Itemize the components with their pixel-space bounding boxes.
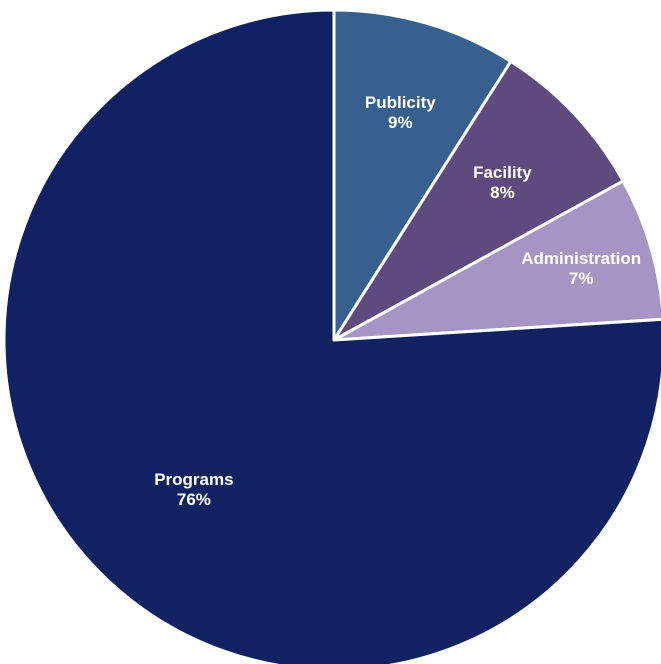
slice-label-facility: Facility 8% [473,163,532,202]
slice-facility [332,59,625,342]
slice-label-programs: Programs 76% [154,470,233,509]
slice-category-label: Publicity [365,93,436,112]
slice-value-label: 76% [177,490,211,509]
slice-category-label: Administration [521,249,641,268]
slice-publicity [332,8,513,342]
slice-category-label: Facility [473,163,532,182]
slice-value-label: 9% [388,113,413,132]
slice-value-label: 7% [569,269,594,288]
slice-label-publicity: Publicity 9% [365,93,436,132]
slice-label-administration: Administration 7% [521,249,641,288]
slice-administration [332,179,661,342]
slice-programs [2,8,661,664]
pie-slices [2,8,661,664]
slice-category-label: Programs [154,470,233,489]
pie-labels: Publicity 9% Facility 8% Administration 7% Pro… [154,93,641,509]
slice-value-label: 8% [490,183,515,202]
